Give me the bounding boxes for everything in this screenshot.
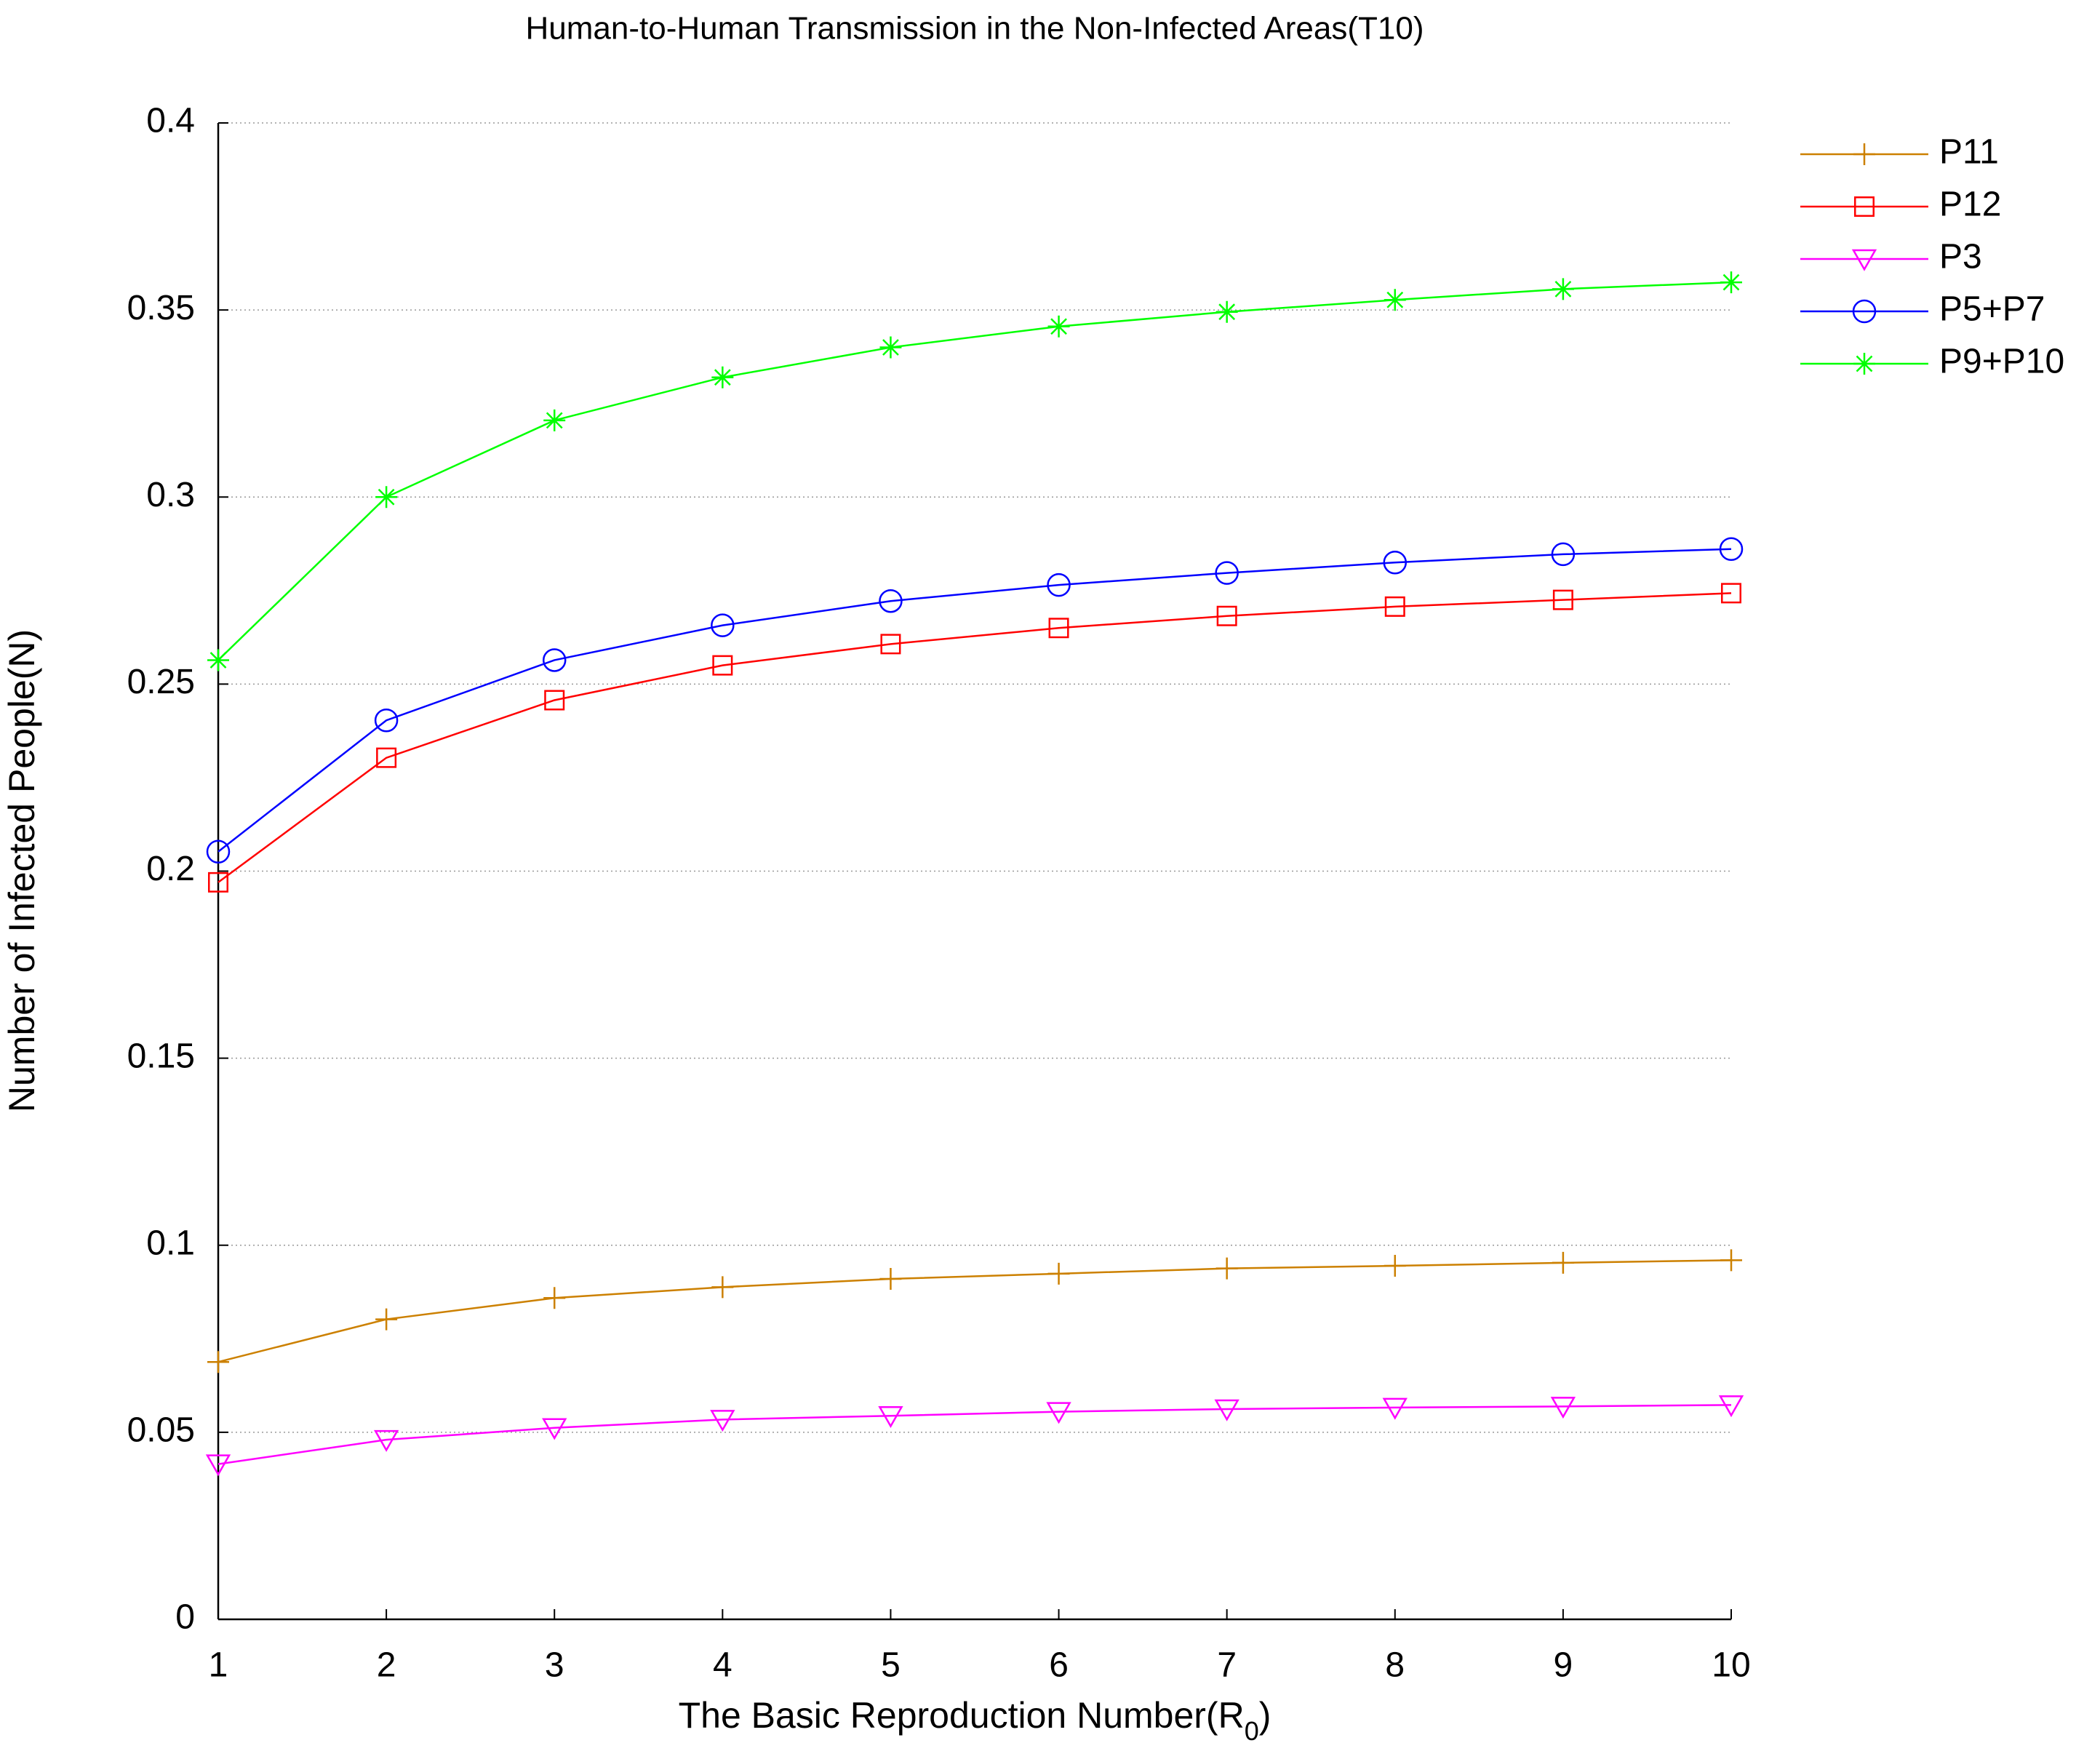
data-point (1047, 315, 1070, 338)
data-point (1720, 1249, 1742, 1272)
data-point (542, 648, 567, 672)
legend-marker (1853, 353, 1875, 375)
data-point (375, 486, 398, 508)
series-line (217, 1404, 1732, 1465)
data-point (1215, 1257, 1238, 1280)
data-point (879, 589, 903, 613)
data-point (711, 1276, 734, 1299)
data-point (543, 1287, 566, 1309)
x-tick-label: 8 (1385, 1646, 1405, 1685)
data-point (879, 336, 902, 359)
y-tick-label: 0 (175, 1598, 195, 1637)
legend-marker (1854, 196, 1875, 217)
data-point (1552, 1251, 1574, 1274)
data-point (543, 409, 566, 431)
y-tick-label: 0.25 (127, 663, 195, 701)
data-point (1047, 1262, 1070, 1285)
legend-label: P11 (1939, 133, 1999, 172)
x-axis-label-subscript: 0 (1245, 1716, 1259, 1746)
x-tick-label: 4 (713, 1646, 732, 1685)
data-point (374, 709, 399, 733)
legend-marker (1852, 299, 1877, 324)
data-point (1552, 278, 1574, 300)
data-point (879, 1268, 902, 1291)
data-point (208, 871, 228, 893)
chart-title: Human-to-Human Transmission in the Non-I… (526, 11, 1424, 47)
data-point (1720, 271, 1742, 294)
legend-label: P12 (1939, 186, 2001, 224)
x-axis-label-main: The Basic Reproduction Number(R (679, 1695, 1245, 1736)
data-point (1384, 289, 1406, 311)
data-point (711, 366, 734, 388)
data-point (1721, 583, 1741, 604)
data-point (1550, 1397, 1576, 1419)
x-tick-label: 5 (881, 1646, 901, 1685)
data-point (1215, 561, 1239, 585)
x-tick-label: 1 (209, 1646, 228, 1685)
legend-label: P3 (1939, 238, 1982, 276)
x-axis-label-end: ) (1259, 1695, 1271, 1736)
x-axis-label: The Basic Reproduction Number(R0) (679, 1695, 1271, 1746)
data-point (1551, 542, 1576, 567)
data-point (205, 1454, 231, 1477)
data-point (1216, 605, 1237, 626)
data-point (1383, 551, 1408, 575)
data-point (1718, 1395, 1744, 1418)
y-tick-label: 0.2 (146, 850, 195, 888)
y-axis-label: Number of Infected People(N) (1, 629, 42, 1112)
x-tick-label: 10 (1712, 1646, 1750, 1685)
y-tick-label: 0.4 (146, 102, 195, 140)
data-point (1046, 1402, 1071, 1424)
data-point (544, 690, 565, 711)
y-tick-label: 0.35 (127, 289, 195, 327)
data-point (710, 1410, 735, 1432)
data-point (1384, 1255, 1406, 1277)
x-tick-label: 6 (1049, 1646, 1069, 1685)
data-point (206, 839, 231, 863)
series-line (217, 281, 1732, 661)
y-tick-label: 0.1 (146, 1224, 195, 1262)
data-point (1214, 1399, 1239, 1421)
series-line (217, 592, 1732, 883)
data-point (373, 1429, 399, 1452)
data-point (1048, 618, 1069, 639)
data-point (207, 649, 229, 671)
x-tick-label: 7 (1217, 1646, 1237, 1685)
y-tick-label: 0.3 (146, 476, 195, 514)
series-line (217, 1259, 1732, 1363)
data-point (207, 1351, 229, 1373)
data-point (1552, 589, 1573, 610)
data-point (375, 1308, 398, 1331)
data-point (542, 1418, 567, 1440)
data-point (376, 747, 397, 768)
data-point (878, 1406, 903, 1429)
legend-label: P9+P10 (1939, 343, 2064, 381)
legend-marker (1851, 249, 1877, 271)
legend-marker (1853, 143, 1875, 165)
x-tick-label: 3 (545, 1646, 564, 1685)
data-point (1047, 573, 1071, 597)
x-tick-label: 9 (1554, 1646, 1573, 1685)
data-point (1215, 300, 1238, 323)
y-tick-label: 0.05 (127, 1411, 195, 1450)
series-line (217, 548, 1732, 853)
data-point (1719, 537, 1744, 561)
x-tick-label: 2 (377, 1646, 396, 1685)
data-point (1382, 1397, 1408, 1420)
data-point (711, 613, 735, 638)
data-point (880, 634, 901, 655)
y-tick-label: 0.15 (127, 1037, 195, 1075)
legend-label: P5+P7 (1939, 290, 2045, 329)
data-point (1384, 596, 1405, 617)
data-point (712, 655, 733, 676)
